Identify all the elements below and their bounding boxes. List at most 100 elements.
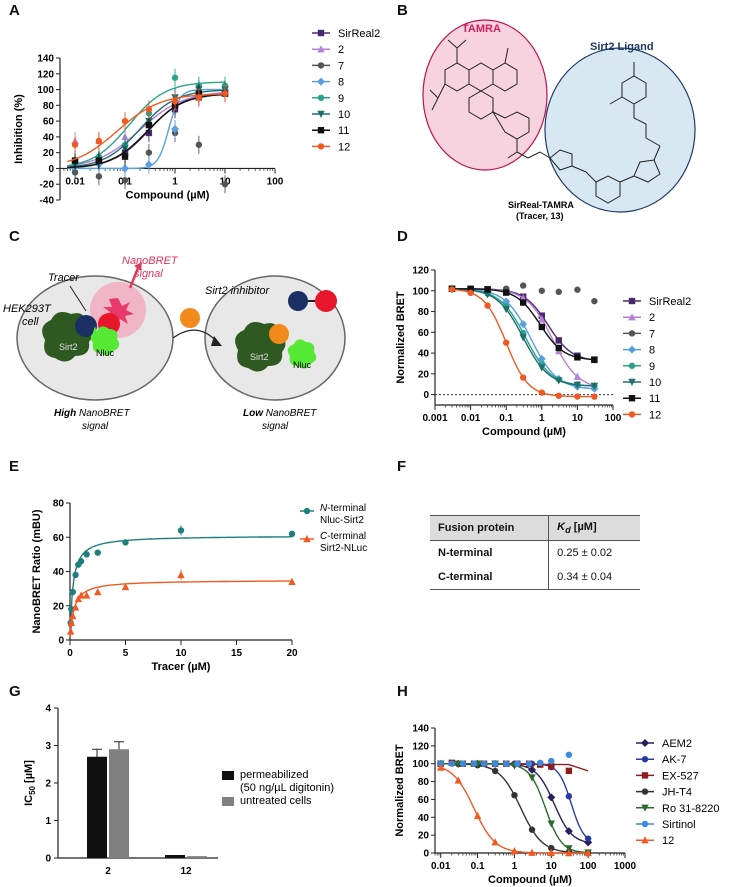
data-point-11: [121, 153, 129, 160]
y-axis-label: NanoBRET Ratio (mBU): [31, 509, 43, 633]
tracer-label-line1: SirReal-TAMRA: [508, 200, 574, 210]
data-point-12: [121, 117, 129, 125]
y-tick-label: 60: [418, 795, 430, 806]
y-axis-label: Normalized BRET: [394, 744, 406, 837]
legend-label-12: 12: [649, 409, 661, 421]
legend-marker: [628, 313, 636, 321]
data-point-12: [437, 763, 445, 771]
x-tick-label: 0.01: [65, 176, 85, 187]
row-protein: N-terminal: [438, 547, 493, 560]
legend-marker: [303, 507, 311, 515]
legend-label-sirtinol: Sirtinol: [662, 819, 696, 831]
data-point-c-terminal-sirt2-nluc: [66, 627, 75, 635]
data-point-sirtinol: [565, 751, 573, 758]
data-point-sirtinol: [503, 760, 510, 767]
data-point-12: [221, 90, 229, 97]
data-point-ak-7: [584, 835, 592, 842]
nanobret-signal-line1: NanoBRET: [122, 255, 179, 267]
legend-marker: [628, 395, 636, 402]
panel-label-c: C: [9, 228, 20, 245]
legend-label-sub: Sirt2-NLuc: [320, 543, 367, 554]
y-tick-label: 60: [53, 533, 65, 544]
data-point-n-terminal-nluc-sirt2: [69, 588, 76, 596]
y-tick-label: 20: [53, 601, 65, 612]
category-label: 12: [180, 866, 192, 877]
legend-label-ak-7: AK-7: [662, 754, 686, 766]
legend-marker: [628, 362, 636, 369]
svg-text:Low NanoBRET: Low NanoBRET: [243, 408, 317, 419]
legend-label-12: 12: [338, 141, 350, 153]
fit-curve-2: [67, 91, 226, 167]
data-point-8: [537, 354, 546, 363]
x-axis-label: Tracer (µM): [152, 661, 211, 673]
data-point-8: [144, 160, 153, 169]
y-tick-label: 20: [418, 369, 430, 380]
panel-label-f: F: [397, 458, 407, 475]
sirt2-label-low: Sirt2: [250, 352, 269, 362]
legend-label-11: 11: [338, 125, 349, 137]
panel-label-d: D: [397, 228, 408, 245]
data-point-12: [195, 94, 203, 101]
y-tick-label: 20: [418, 831, 430, 842]
data-point-9: [171, 74, 179, 81]
chart-d: 0 20 40 60 80 100 120 0.001 0.01 0.1 1 10 100 Compoun…: [395, 266, 691, 439]
data-point-7: [555, 288, 562, 296]
bar-untreated-cells-12: [187, 856, 207, 858]
y-tick-label: 100: [412, 286, 429, 297]
x-tick-label: 0.1: [499, 413, 513, 424]
legend-marker: [628, 411, 636, 418]
fit-curve-jh-t4: [440, 763, 589, 854]
sirt2-label-high: Sirt2: [59, 342, 78, 352]
data-point-sirtinol: [448, 760, 456, 767]
x-tick-label: 1000: [614, 861, 637, 872]
row-kd: 0.25 ± 0.02: [548, 540, 640, 566]
panel-label-e: E: [9, 458, 20, 475]
y-tick-label: 2: [45, 779, 51, 790]
y-tick-label: 20: [43, 148, 55, 159]
data-point-12: [484, 302, 491, 309]
data-point-n-terminal-nluc-sirt2: [94, 549, 101, 556]
data-point-12: [528, 848, 536, 856]
legend-marker: [317, 94, 325, 102]
legend-label-11: 11: [649, 393, 660, 405]
data-point-11: [467, 285, 474, 293]
data-point-7: [121, 177, 129, 184]
data-point-ak-7: [565, 793, 573, 800]
legend-label-jh-t4: JH-T4: [662, 787, 692, 799]
legend-marker: [628, 297, 636, 305]
y-axis-label: Normalized BRET: [395, 291, 407, 384]
x-tick-label: 100: [267, 176, 284, 187]
legend-marker: [317, 77, 325, 86]
legend-marker: [641, 804, 649, 812]
legend-marker: [317, 45, 325, 53]
data-point-sirtinol: [525, 760, 533, 767]
y-tick-label: 0: [423, 390, 429, 401]
data-point-ex-527: [548, 763, 555, 770]
panel-b-structure: TAMRA Sirt2 Ligand: [422, 19, 696, 221]
data-point-jh-t4: [511, 791, 518, 799]
legend-marker: [641, 788, 649, 795]
y-tick-label: 120: [37, 69, 54, 80]
legend-label-ro-31-8220: Ro 31-8220: [662, 803, 720, 815]
legend-label-2: 2: [338, 44, 344, 56]
data-point-7: [145, 149, 153, 156]
fit-curve-12: [440, 766, 589, 854]
y-tick-label: -20: [40, 180, 55, 191]
data-point-ro-31-8220: [565, 845, 573, 853]
x-axis-label: Compound (µM): [482, 426, 566, 438]
legend-label-sirreal2: SirReal2: [649, 296, 691, 308]
data-point-sirtinol: [548, 757, 555, 765]
x-axis-label: Compound (µM): [488, 874, 572, 886]
panel-label-g: G: [9, 683, 21, 700]
x-tick-label: 1: [512, 861, 518, 872]
legend-label-2: 2: [649, 312, 655, 324]
data-point-10: [519, 334, 527, 342]
legend-label-8: 8: [338, 77, 344, 89]
tamra-label: TAMRA: [462, 23, 501, 35]
legend-label-untreated-cells: untreated cells: [240, 795, 312, 807]
fit-curve-c-terminal-sirt2-nluc: [69, 580, 293, 637]
legend-label-10: 10: [649, 377, 661, 389]
data-point-10: [555, 377, 563, 385]
data-point-n-terminal-nluc-sirt2: [72, 571, 79, 579]
